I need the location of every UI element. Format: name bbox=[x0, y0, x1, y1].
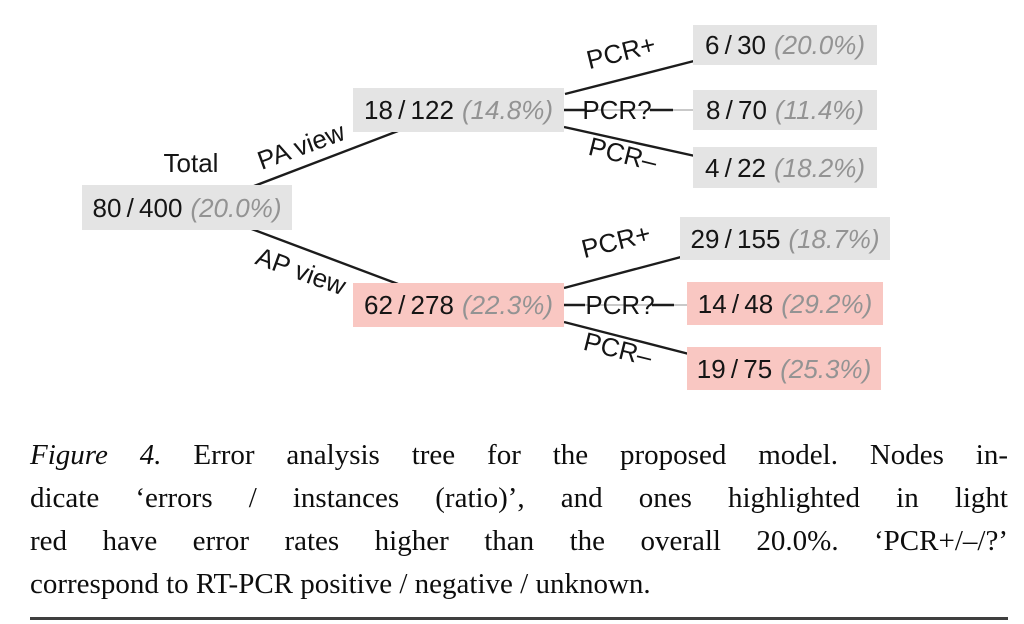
node-pa-pcr-neg: 4 / 22 (18.2%) bbox=[693, 147, 877, 188]
edge-label-pa-pcr-unk: PCR? bbox=[582, 95, 652, 125]
caption-line-1-text: Error analysis tree for the proposed mod… bbox=[193, 439, 1009, 471]
node-pa-pcr-pos-fraction: 6 / 30 bbox=[704, 30, 766, 60]
figure-caption: Figure 4. Error analysis tree for the pr… bbox=[30, 434, 1008, 606]
node-total: 80 / 400 (20.0%) bbox=[82, 185, 292, 230]
node-pa-pcr-pos-ratio: (20.0%) bbox=[773, 30, 866, 60]
node-pa-fraction: 18 / 122 bbox=[364, 95, 454, 125]
caption-line-4: correspond to RT-PCR positive / negative… bbox=[30, 568, 651, 600]
node-pa-pcr-neg-ratio: (18.2%) bbox=[773, 152, 866, 183]
node-ap-pcr-neg: 19 / 75 (25.3%) bbox=[687, 347, 881, 390]
edge-line-ap-pcr-neg bbox=[563, 320, 690, 356]
root-node-title: Total bbox=[163, 148, 219, 178]
node-pa-pcr-pos: 6 / 30 (20.0%) bbox=[693, 25, 877, 65]
caption-figure-tag: Figure 4. bbox=[30, 439, 162, 471]
node-ap-fraction: 62 / 278 bbox=[364, 290, 454, 320]
node-ap-pcr-unk-ratio: (29.2%) bbox=[781, 288, 873, 319]
edge-label-ap-pcr-unk: PCR? bbox=[585, 290, 655, 320]
node-pa-pcr-neg-fraction: 4 / 22 bbox=[704, 152, 766, 183]
node-ap-pcr-pos-fraction: 29 / 155 bbox=[690, 223, 781, 254]
caption-line-2: dicate ‘errors / instances (ratio)’, and… bbox=[30, 482, 1008, 514]
node-ap-pcr-unk-fraction: 14 / 48 bbox=[697, 288, 774, 319]
caption-line-3: red have error rates higher than the ove… bbox=[30, 525, 1008, 557]
edge-line-ap-view bbox=[248, 226, 399, 286]
node-pa-pcr-unk-ratio: (11.4%) bbox=[774, 95, 865, 125]
node-ap-pcr-pos-ratio: (18.7%) bbox=[788, 223, 880, 254]
edge-line-ap-pcr-pos bbox=[563, 255, 682, 290]
node-ap-pcr-pos: 29 / 155 (18.7%) bbox=[680, 217, 890, 260]
node-total-fraction: 80 / 400 bbox=[92, 192, 183, 223]
node-pa-pcr-unk: 8 / 70 (11.4%) bbox=[693, 90, 877, 130]
node-ap-pcr-neg-ratio: (25.3%) bbox=[780, 353, 872, 384]
node-total-ratio: (20.0%) bbox=[190, 192, 282, 223]
node-pa-pcr-unk-fraction: 8 / 70 bbox=[705, 95, 767, 125]
node-pa-ratio: (14.8%) bbox=[461, 95, 553, 125]
node-pa-view: 18 / 122 (14.8%) bbox=[353, 88, 564, 132]
node-ap-view: 62 / 278 (22.3%) bbox=[353, 283, 564, 327]
node-ap-ratio: (22.3%) bbox=[461, 290, 553, 320]
edge-line-pa-pcr-neg bbox=[563, 125, 696, 158]
edge-line-pa-view bbox=[248, 129, 399, 190]
bottom-horizontal-rule bbox=[30, 617, 1008, 620]
node-ap-pcr-unk: 14 / 48 (29.2%) bbox=[687, 282, 883, 325]
caption-line-1: Figure 4. Error analysis tree for the pr… bbox=[30, 434, 1008, 477]
edge-line-pa-pcr-pos bbox=[564, 59, 695, 96]
node-ap-pcr-neg-fraction: 19 / 75 bbox=[696, 353, 773, 384]
